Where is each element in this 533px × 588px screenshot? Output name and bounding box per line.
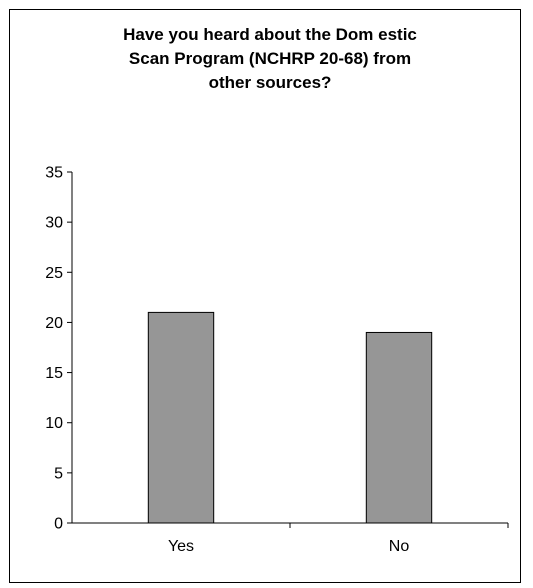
- x-tick-label-no: No: [389, 538, 410, 555]
- chart-frame: [9, 9, 521, 583]
- bar-yes: [147, 311, 215, 524]
- chart-title: Have you heard about the Dom estic Scan …: [60, 23, 480, 95]
- y-tick-label: 25: [45, 265, 63, 282]
- y-tick-label: 35: [45, 165, 63, 182]
- y-tick-label: 15: [45, 365, 63, 382]
- y-tick-label: 0: [54, 516, 63, 533]
- y-tick-label: 10: [45, 415, 63, 432]
- y-tick-labels: 0 5 10 15 20 25 30 35: [45, 165, 63, 533]
- chart-title-line-3: other sources?: [208, 73, 332, 92]
- y-tick-label: 5: [54, 465, 63, 482]
- y-tick-label: 30: [45, 215, 63, 232]
- chart-axes: [67, 171, 509, 528]
- x-tick-label-yes: Yes: [168, 538, 194, 555]
- bar-no: [365, 331, 433, 524]
- chart-bars: [147, 311, 433, 524]
- y-tick-label: 20: [45, 315, 63, 332]
- chart-title-line-1: Have you heard about the Dom estic: [123, 25, 417, 44]
- chart-title-line-2: Scan Program (NCHRP 20-68) from: [128, 49, 412, 68]
- x-tick-labels: Yes No: [168, 538, 409, 555]
